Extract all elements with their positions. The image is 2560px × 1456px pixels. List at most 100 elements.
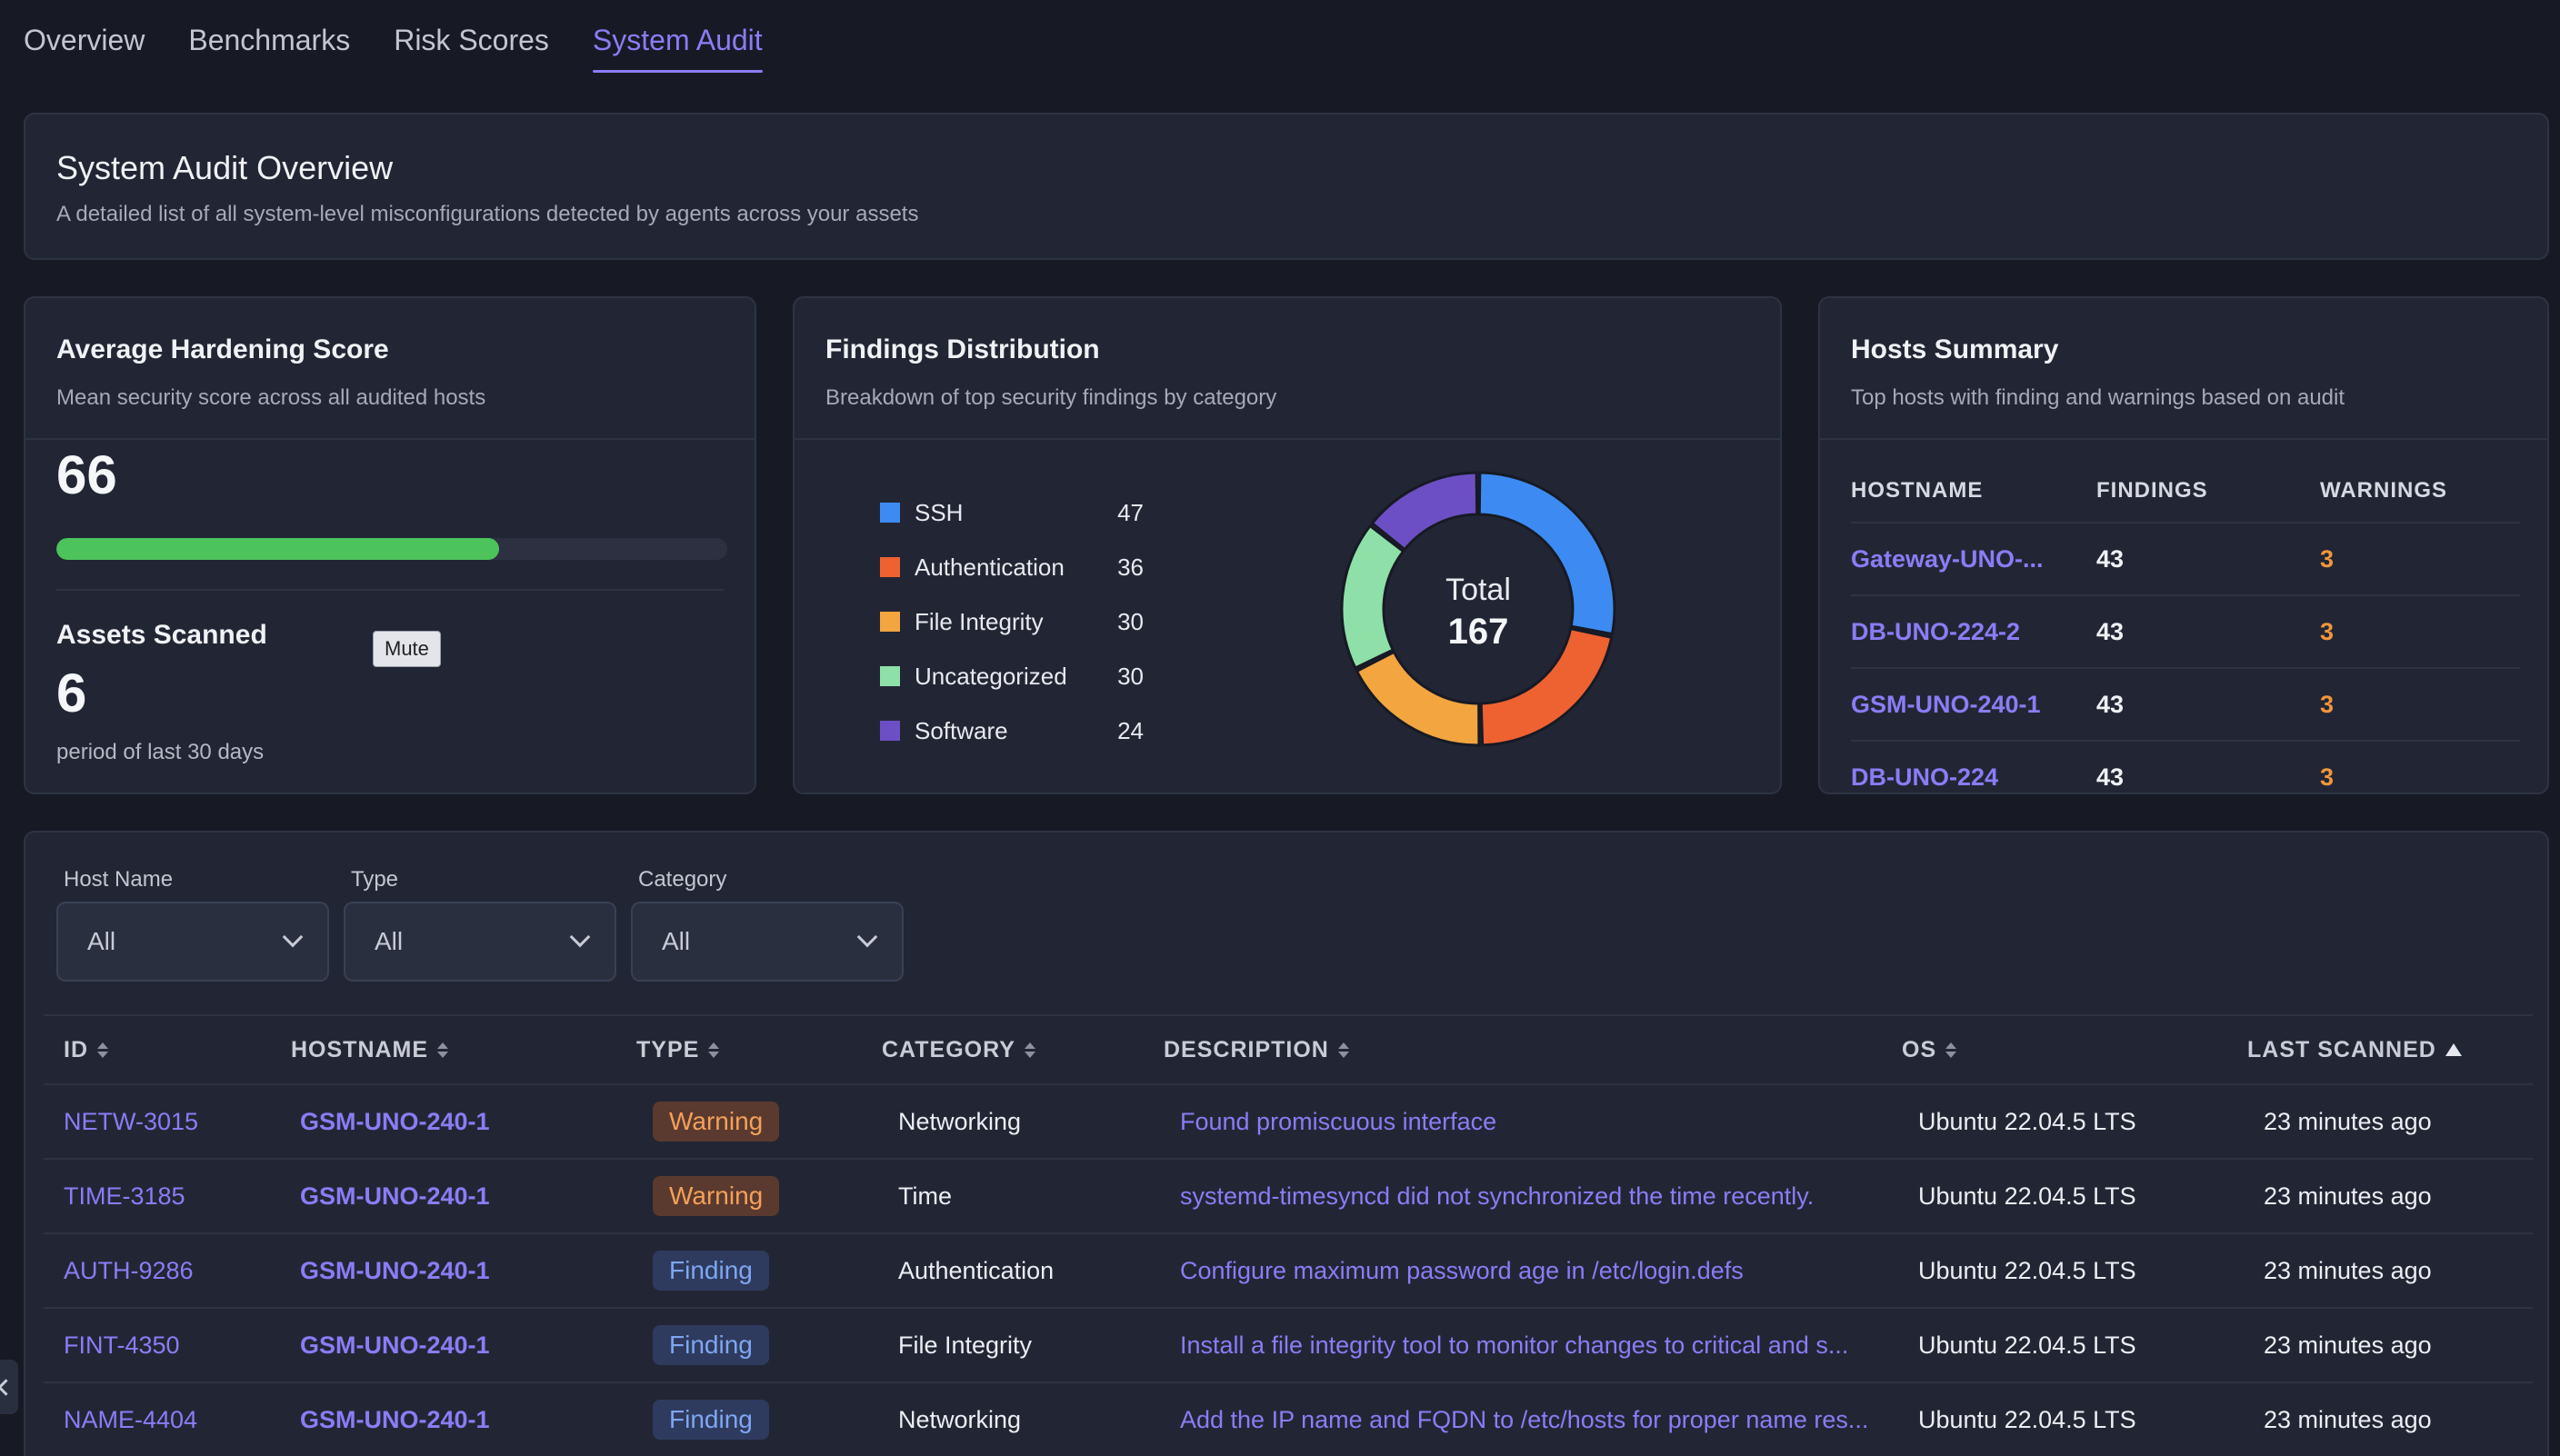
host-link[interactable]: DB-UNO-224 [1851,763,1999,791]
hosts-row: Gateway-UNO-... 43 3 [1851,524,2520,596]
category-filter: Category All [631,867,904,982]
hosts-row: DB-UNO-224 43 3 [1851,742,2520,793]
legend-value: 30 [1117,662,1144,690]
legend-label: Software [915,716,1008,744]
hardening-progress-fill [56,538,500,560]
host-warnings: 3 [2320,617,2335,645]
row-os: Ubuntu 22.04.5 LTS [1918,1331,2136,1359]
row-hostname-link[interactable]: GSM-UNO-240-1 [300,1182,490,1210]
donut-slice-uncategorized[interactable] [1340,524,1405,671]
donut-slice-software[interactable] [1370,471,1479,552]
table-row[interactable]: AUTH-9286 GSM-UNO-240-1 Finding Authenticat… [44,1234,2533,1309]
sort-icon [708,1042,720,1058]
hardening-title: Average Hardening Score [56,334,389,364]
row-description-link[interactable]: systemd-timesyncd did not synchronized t… [1180,1182,1815,1210]
host-warnings: 3 [2320,690,2335,718]
donut-slice-file-integrity[interactable] [1355,650,1481,747]
row-id-link[interactable]: AUTH-9286 [64,1256,194,1284]
legend-item[interactable]: File Integrity 30 [880,594,1144,649]
host-warnings: 3 [2320,544,2335,573]
legend-swatch [880,721,900,741]
legend-swatch [880,612,900,632]
filter-label: Category [638,867,727,892]
sort-icon [1945,1042,1957,1058]
select-value: All [87,927,116,955]
sort-icon [97,1042,108,1058]
host-link[interactable]: GSM-UNO-240-1 [1851,690,2041,718]
row-id-link[interactable]: NAME-4404 [64,1405,198,1433]
collapse-sidebar-handle[interactable] [0,1360,18,1414]
row-category: Networking [898,1405,1022,1433]
row-description-link[interactable]: Configure maximum password age in /etc/l… [1180,1256,1744,1284]
donut-slice-ssh[interactable] [1477,471,1616,636]
legend-item[interactable]: Authentication 36 [880,540,1144,594]
row-id-link[interactable]: FINT-4350 [64,1331,180,1359]
host-link[interactable]: DB-UNO-224-2 [1851,617,2021,645]
row-id-link[interactable]: NETW-3015 [64,1107,199,1135]
hosts-subtitle: Top hosts with finding and warnings base… [1851,385,2345,410]
row-description-link[interactable]: Found promiscuous interface [1180,1107,1497,1135]
hosts-table-header: HOSTNAME FINDINGS WARNINGS [1851,460,2520,524]
legend-value: 47 [1117,498,1144,526]
legend-item[interactable]: Uncategorized 30 [880,649,1144,703]
column-header-category[interactable]: CATEGORY [882,1037,1035,1063]
table-row[interactable]: TIME-3185 GSM-UNO-240-1 Warning Time systemd… [44,1160,2533,1234]
hardening-progress-bar [56,538,727,560]
select-value: All [375,927,404,955]
row-id-link[interactable]: TIME-3185 [64,1182,185,1210]
table-row[interactable]: NAME-4404 GSM-UNO-240-1 Finding Networking A… [44,1383,2533,1456]
sort-icon [1337,1042,1349,1058]
legend-swatch [880,666,900,686]
row-hostname-link[interactable]: GSM-UNO-240-1 [300,1107,490,1135]
row-hostname-link[interactable]: GSM-UNO-240-1 [300,1405,490,1433]
row-last-scanned: 23 minutes ago [2264,1331,2432,1359]
donut-total-value: 167 [1448,612,1509,652]
donut-total-label: Total [1445,573,1511,607]
hardening-score-value: 66 [56,444,117,505]
row-os: Ubuntu 22.04.5 LTS [1918,1256,2136,1284]
host-link[interactable]: Gateway-UNO-... [1851,544,2044,573]
row-description-link[interactable]: Install a file integrity tool to monitor… [1180,1331,1849,1359]
host-findings: 43 [2096,763,2125,791]
row-description-link[interactable]: Add the IP name and FQDN to /etc/hosts f… [1180,1405,1869,1433]
legend-value: 36 [1117,553,1144,581]
distribution-title: Findings Distribution [825,334,1100,364]
assets-scanned-title: Assets Scanned [56,620,267,650]
type-select[interactable]: All [344,902,616,982]
host-findings: 43 [2096,544,2125,573]
hosts-title: Hosts Summary [1851,334,2059,364]
row-hostname-link[interactable]: GSM-UNO-240-1 [300,1256,490,1284]
host-name-select[interactable]: All [56,902,329,982]
tab-benchmarks[interactable]: Benchmarks [188,24,351,56]
row-category: Networking [898,1107,1022,1135]
row-last-scanned: 23 minutes ago [2264,1405,2432,1433]
tab-system-audit[interactable]: System Audit [592,0,763,75]
legend-swatch [880,557,900,577]
host-warnings: 3 [2320,763,2335,791]
tab-overview[interactable]: Overview [24,24,145,56]
legend-label: Uncategorized [915,662,1067,690]
column-header-hostname[interactable]: HOSTNAME [291,1037,449,1063]
card-divider [56,589,724,591]
category-select[interactable]: All [631,902,904,982]
hosts-row: GSM-UNO-240-1 43 3 [1851,669,2520,742]
table-row[interactable]: NETW-3015 GSM-UNO-240-1 Warning Networking F… [44,1085,2533,1160]
tab-risk-scores[interactable]: Risk Scores [394,24,549,56]
table-row[interactable]: FINT-4350 GSM-UNO-240-1 Finding File Integr… [44,1309,2533,1383]
column-header-os[interactable]: OS [1902,1037,1957,1063]
type-badge: Warning [653,1176,780,1216]
column-header-type[interactable]: TYPE [636,1037,720,1063]
card-divider [795,438,1780,440]
column-header-last-scanned[interactable]: LAST SCANNED [2247,1037,2462,1063]
overview-card: System Audit Overview A detailed list of… [24,113,2549,260]
legend-item[interactable]: SSH 47 [880,485,1144,540]
row-os: Ubuntu 22.04.5 LTS [1918,1182,2136,1210]
donut-slice-authentication[interactable] [1479,626,1614,747]
legend-item[interactable]: Software 24 [880,703,1144,758]
assets-scanned-value: 6 [56,663,87,723]
row-hostname-link[interactable]: GSM-UNO-240-1 [300,1331,490,1359]
column-header-description[interactable]: DESCRIPTION [1164,1037,1349,1063]
row-category: Time [898,1182,952,1210]
legend-label: Authentication [915,553,1065,581]
column-header-id[interactable]: ID [64,1037,108,1063]
